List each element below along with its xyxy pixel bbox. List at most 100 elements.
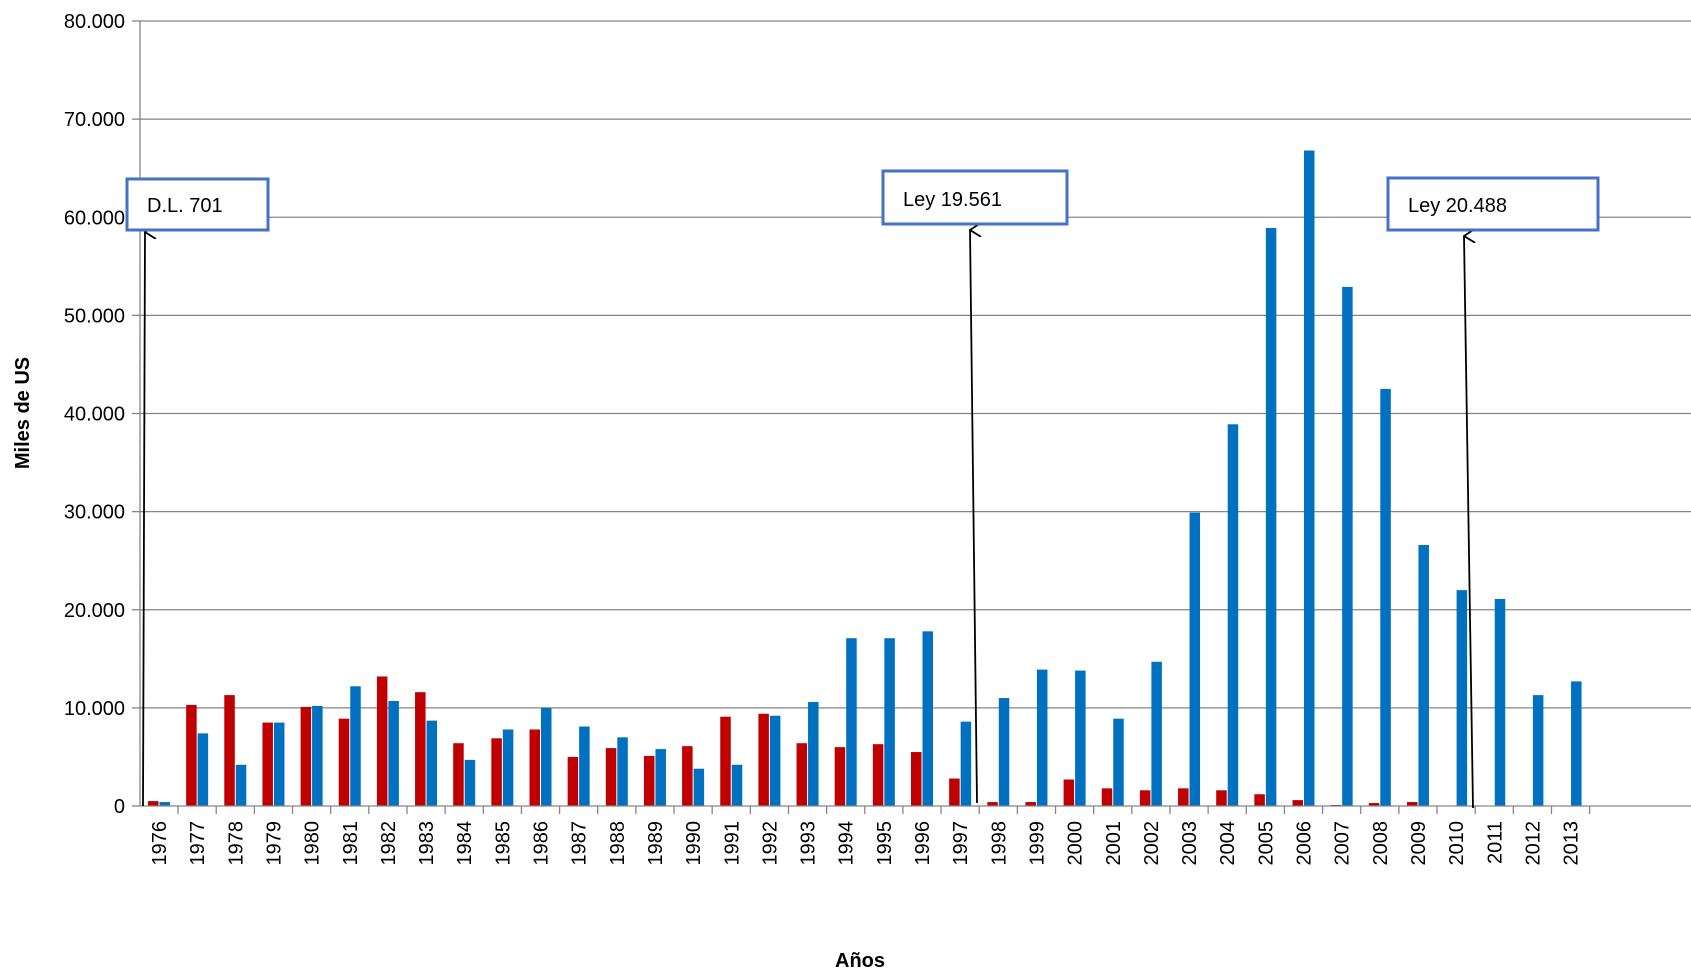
bar-series-red-2009 [1406, 802, 1418, 806]
bar-series-blue-1993 [808, 701, 819, 806]
x-tick-label: 2009 [1408, 821, 1430, 866]
callout-label: D.L. 701 [147, 195, 223, 217]
bar-series-blue-1991 [731, 764, 743, 806]
callout-3: Ley 20.488 [1386, 176, 1600, 809]
bar-series-blue-2001 [1113, 718, 1124, 806]
x-tick-label: 1983 [416, 821, 438, 866]
bar-series-blue-1986 [541, 707, 552, 806]
y-tick-label: 50.000 [64, 305, 125, 327]
bar-series-blue-2009 [1418, 544, 1429, 806]
y-tick-label: 10.000 [64, 698, 125, 720]
x-tick-label: 2005 [1255, 821, 1277, 866]
x-tick-label: 2007 [1332, 821, 1354, 866]
x-tick-label: 2008 [1370, 821, 1392, 866]
bar-series-blue-1987 [579, 726, 590, 806]
bar-series-blue-1996 [922, 631, 933, 806]
x-tick-label: 1994 [836, 821, 858, 866]
callout-label: Ley 19.561 [903, 189, 1002, 211]
bar-series-red-1978 [224, 695, 235, 806]
x-tick-label: 1984 [454, 821, 476, 866]
bar-series-blue-1997 [960, 721, 972, 806]
bar-series-red-1995 [872, 744, 884, 806]
bar-series-red-1990 [682, 746, 693, 806]
x-tick-label: 2003 [1179, 821, 1201, 866]
bar-series-blue-2002 [1151, 661, 1162, 806]
bar-series-blue-1999 [1036, 669, 1048, 806]
y-tick-labels: 0 10.000 20.000 30.000 40.000 50.000 60.000 70.… [64, 11, 125, 818]
x-tick-label: 2011 [1484, 821, 1506, 864]
x-tick-label: 2013 [1561, 821, 1583, 866]
x-tick-labels: 1976 1977 1978 1979 1980 1981 1982 1983 1984 1985… [149, 821, 1583, 866]
x-tick-label: 1999 [1026, 821, 1048, 866]
y-tick-label: 20.000 [64, 600, 125, 622]
bar-series-blue-2007 [1342, 286, 1353, 806]
x-tick-label: 1993 [798, 821, 820, 866]
x-tick-label: 1989 [645, 821, 667, 866]
bar-series-red-1992 [758, 713, 769, 806]
bar-series-red-1989 [643, 755, 655, 806]
bar-series-red-2000 [1063, 779, 1075, 806]
y-tick-label: 30.000 [64, 502, 125, 524]
bar-series-red-1988 [605, 748, 617, 806]
x-tick-label: 1982 [378, 821, 400, 866]
bar-series-red-1993 [796, 743, 808, 806]
bar-series-red-1987 [567, 756, 579, 806]
bar-series-red-1982 [376, 676, 388, 806]
x-tick-label: 1987 [569, 821, 591, 866]
bar-series-blue-1977 [197, 733, 209, 806]
x-tick-label: 1980 [302, 821, 324, 866]
x-tick-label: 1985 [492, 821, 514, 866]
x-tick-label: 2010 [1446, 821, 1468, 866]
x-tick-label: 2002 [1141, 821, 1163, 866]
bar-series-red-2002 [1139, 790, 1151, 806]
bar-series-blue-1985 [502, 729, 514, 806]
bar-series-red-1991 [720, 716, 731, 806]
bar-series-red-2003 [1178, 788, 1189, 806]
x-tick-label: 1992 [759, 821, 781, 866]
bar-series-blue-1989 [655, 749, 666, 806]
bar-series-red-1980 [300, 706, 312, 806]
bar-series-red-1984 [453, 743, 464, 806]
bar-series-red-1999 [1025, 802, 1036, 806]
callout-box [1386, 176, 1600, 232]
bar-series-blue-1978 [235, 764, 247, 806]
callout-label: Ley 20.488 [1408, 195, 1507, 217]
x-tick-label: 2012 [1522, 821, 1544, 866]
callout-arrow [970, 230, 977, 804]
y-tick-label: 70.000 [64, 109, 125, 131]
bar-series-blue-1983 [426, 720, 438, 806]
bar-series-blue-1981 [350, 686, 361, 806]
annotations: D.L. 701 Ley 19.561 Ley 20.488 [125, 169, 1600, 809]
x-tick-label: 1977 [187, 821, 209, 866]
bar-series-red-2005 [1254, 794, 1265, 806]
bar-series-blue-1995 [884, 638, 895, 806]
bar-series-blue-2005 [1265, 228, 1277, 806]
callout-2: Ley 19.561 [881, 169, 1069, 804]
x-tick-label: 2006 [1294, 821, 1316, 866]
bar-series-red-1986 [529, 729, 540, 806]
x-axis-title: Años [835, 950, 885, 972]
bar-series-blue-1988 [617, 737, 628, 806]
bar-series-blue-1980 [312, 705, 323, 806]
bar-series-red-1977 [186, 704, 197, 806]
x-tick-label: 1981 [340, 821, 362, 866]
x-tick-label: 1996 [912, 821, 934, 866]
x-tick-label: 1986 [531, 821, 553, 866]
x-tick-label: 1978 [225, 821, 247, 866]
x-tick-label: 1997 [950, 821, 972, 866]
y-tick-label: 0 [114, 796, 125, 818]
bar-series-red-2006 [1292, 800, 1303, 806]
x-tick-label: 1988 [607, 821, 629, 866]
callout-box [125, 177, 270, 232]
bar-series-blue-2013 [1571, 681, 1582, 806]
bar-series-red-1997 [949, 778, 960, 806]
bar-series-red-1996 [911, 752, 922, 806]
callout-arrow [1464, 236, 1473, 809]
bar-series-blue-1979 [273, 722, 285, 806]
bar-series-blue-2006 [1304, 150, 1315, 806]
callout-box [881, 169, 1069, 226]
bar-series-red-1994 [834, 747, 846, 806]
callout-arrow [142, 232, 145, 807]
